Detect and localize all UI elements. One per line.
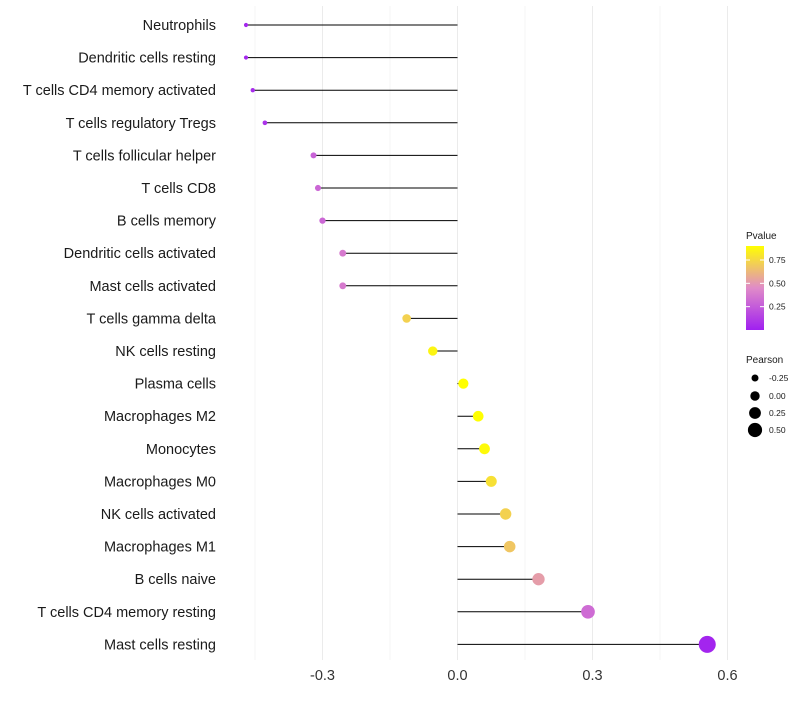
pearson-legend-title: Pearson [746,355,783,366]
pvalue-legend-title: Pvalue [746,231,777,242]
x-tick-label: -0.3 [310,668,335,684]
category-label: Monocytes [146,442,216,458]
x-tick-label: 0.0 [447,668,467,684]
colorbar-tick-label: 0.75 [769,255,786,265]
size-legend-key [750,391,760,401]
data-point [319,217,326,224]
size-legend-key [749,407,761,419]
size-legend-label: -0.25 [769,373,789,383]
x-tick-label: 0.6 [717,668,737,684]
category-label: T cells CD4 memory activated [23,83,216,99]
category-label: B cells memory [117,214,217,230]
data-point [479,443,490,455]
category-label: Macrophages M2 [104,409,216,425]
data-point [262,120,268,126]
category-label: Dendritic cells activated [64,246,216,262]
category-label: Plasma cells [135,377,216,393]
data-point [402,314,411,323]
category-label: T cells regulatory Tregs [66,116,216,132]
category-label: T cells CD4 memory resting [37,605,216,621]
size-legend-key [751,374,759,382]
category-label: Neutrophils [143,18,216,34]
colorbar-tick-label: 0.50 [769,278,786,288]
grid [254,6,728,660]
size-legend-label: 0.25 [769,408,786,418]
data-point [472,410,484,422]
category-label: Macrophages M1 [104,540,216,556]
category-label: Mast cells activated [89,279,216,295]
data-point [503,540,516,553]
data-point [314,184,322,192]
data-point [485,475,497,487]
data-point [250,88,255,93]
x-tick-label: 0.3 [582,668,602,684]
category-labels: Neutrophils Dendritic cells resting T cell… [23,18,217,653]
data-point [339,249,347,257]
size-legend-key [747,422,763,438]
colorbar-tick-label: 0.25 [769,302,786,312]
category-label: T cells gamma delta [87,311,217,327]
pvalue-colorbar [746,246,764,330]
data-point [243,55,249,60]
category-label: NK cells resting [115,344,216,360]
data-point [339,282,347,290]
category-label: Dendritic cells resting [78,51,216,67]
data-point [243,22,249,28]
data-point [499,508,512,520]
data-point [428,346,438,356]
size-legend-label: 0.00 [769,391,786,401]
data-point [532,573,545,586]
category-label: Macrophages M0 [104,474,216,490]
data-point [581,604,595,619]
data-point [458,378,469,389]
category-label: B cells naive [135,572,216,588]
pearson-legend: Pearson -0.25 0.00 0.25 0.50 [746,355,789,438]
size-legend-label: 0.50 [769,425,786,435]
data-point [698,635,716,653]
stems [246,24,708,645]
data-point [310,152,317,159]
points [243,22,716,653]
x-axis-tick-labels: -0.3 0.0 0.3 0.6 [310,668,738,684]
category-label: T cells follicular helper [73,148,216,164]
category-label: Mast cells resting [104,637,216,653]
category-label: T cells CD8 [141,181,216,197]
pvalue-legend: Pvalue 0.25 0.50 0.75 [746,231,786,330]
category-label: NK cells activated [101,507,216,523]
